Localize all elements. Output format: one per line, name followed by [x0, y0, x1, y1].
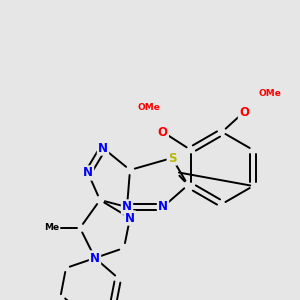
- Text: Me: Me: [44, 224, 60, 232]
- Text: S: S: [168, 152, 176, 164]
- Text: N: N: [98, 142, 108, 154]
- Text: OMe: OMe: [259, 89, 281, 98]
- Text: O: O: [239, 106, 249, 118]
- Text: N: N: [158, 200, 168, 214]
- Text: N: N: [90, 251, 100, 265]
- Text: O: O: [158, 125, 168, 139]
- Text: OMe: OMe: [137, 103, 160, 112]
- Text: N: N: [125, 212, 135, 224]
- Text: N: N: [83, 167, 93, 179]
- Text: N: N: [122, 200, 132, 214]
